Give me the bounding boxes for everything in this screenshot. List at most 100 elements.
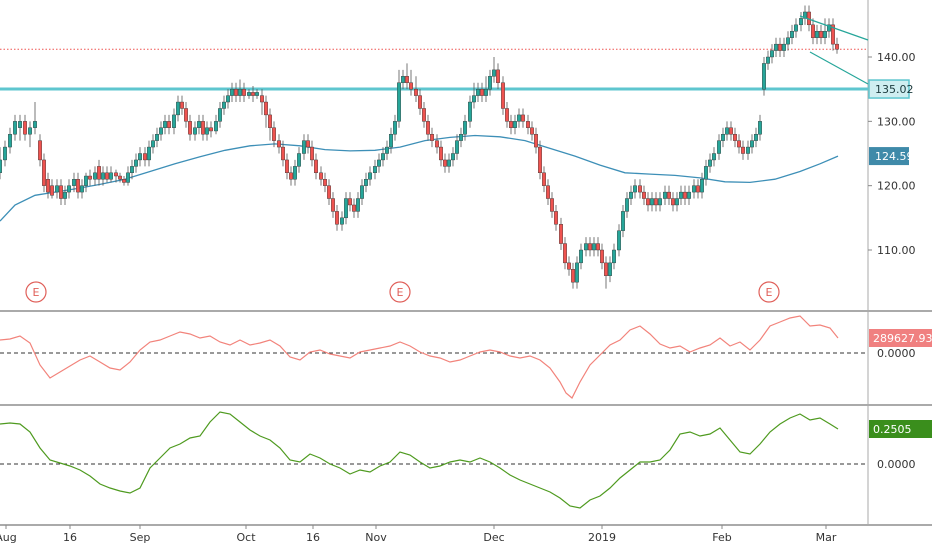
- candle-body: [600, 249, 604, 264]
- candle-body: [563, 243, 567, 264]
- candle: [193, 121, 197, 141]
- trend-channel-lower[interactable]: [809, 51, 869, 85]
- trend-channel-upper[interactable]: [799, 15, 869, 41]
- candle: [38, 134, 42, 167]
- candle-body: [704, 166, 708, 180]
- candle: [55, 179, 59, 199]
- candle: [397, 69, 401, 128]
- candle: [803, 5, 807, 25]
- candle: [663, 185, 667, 205]
- candle-body: [172, 114, 176, 128]
- time-tick-label: Dec: [483, 531, 504, 544]
- candle: [608, 256, 612, 283]
- candle: [247, 89, 251, 99]
- candle-body: [509, 121, 513, 128]
- price-tick-label: 130.00: [877, 115, 916, 128]
- candle: [480, 82, 484, 103]
- candle-body: [766, 56, 770, 64]
- earnings-marker-circle[interactable]: [25, 281, 47, 303]
- candle: [596, 237, 600, 257]
- candle-body: [155, 133, 159, 141]
- candle: [554, 204, 558, 231]
- candle-body: [447, 159, 451, 167]
- candle-body: [823, 31, 827, 38]
- candle-body: [430, 133, 434, 141]
- candle-body: [762, 63, 766, 90]
- time-tick-label: Mar: [816, 531, 837, 544]
- candle-body: [323, 179, 327, 186]
- candle: [625, 192, 629, 218]
- horizontal-level-line-group[interactable]: [0, 48, 868, 91]
- candle: [13, 114, 17, 141]
- candle-body: [426, 121, 430, 135]
- candle-body: [310, 146, 314, 161]
- candle-body: [319, 172, 323, 180]
- candle-body: [377, 159, 381, 167]
- trend-channel-group[interactable]: [799, 15, 869, 85]
- candle: [209, 121, 213, 138]
- candle-body: [93, 172, 97, 180]
- candle: [28, 121, 32, 148]
- candle: [418, 89, 422, 115]
- candle-body: [163, 121, 167, 128]
- candle: [310, 140, 314, 167]
- candle-body: [327, 185, 331, 199]
- candle-body: [505, 108, 509, 122]
- earnings-marker-circle[interactable]: [389, 281, 411, 303]
- candle: [134, 153, 138, 173]
- earnings-marker[interactable]: E: [25, 281, 47, 303]
- candle: [521, 108, 525, 128]
- candle-body: [3, 146, 7, 161]
- oscillator-1-line: [0, 315, 839, 399]
- candle: [496, 63, 500, 90]
- candle-body: [360, 185, 364, 199]
- candle-body: [646, 198, 650, 206]
- candle-body: [835, 43, 839, 50]
- earnings-marker[interactable]: E: [758, 281, 780, 303]
- candle-body: [484, 88, 488, 96]
- candle-body: [389, 133, 393, 148]
- candle-body: [629, 191, 633, 199]
- candle-body: [97, 166, 101, 180]
- candle: [293, 159, 297, 186]
- candle: [401, 69, 405, 90]
- candle-body: [23, 121, 27, 135]
- candle: [721, 127, 725, 148]
- candle-body: [176, 101, 180, 116]
- earnings-marker[interactable]: E: [389, 281, 411, 303]
- candle: [360, 179, 364, 205]
- candle: [97, 159, 101, 186]
- candle-body: [831, 24, 835, 45]
- candle-body: [405, 76, 409, 83]
- candle-body: [331, 198, 335, 212]
- candle-body: [550, 198, 554, 212]
- candle: [352, 198, 356, 218]
- candle: [281, 140, 285, 167]
- candle: [621, 204, 625, 238]
- candle: [155, 127, 159, 148]
- candle: [704, 159, 708, 186]
- candle-body: [109, 172, 113, 180]
- candle: [741, 140, 745, 160]
- candle: [815, 24, 819, 45]
- candle: [0, 147, 2, 180]
- candle: [733, 127, 737, 148]
- earnings-marker-circle[interactable]: [758, 281, 780, 303]
- candle-body: [596, 243, 600, 251]
- candle-body: [218, 108, 222, 122]
- candle: [774, 37, 778, 57]
- candle-body: [285, 159, 289, 174]
- candle: [255, 89, 259, 99]
- candle: [534, 127, 538, 154]
- candle: [617, 224, 621, 257]
- candle-body: [50, 185, 54, 196]
- candle-body: [105, 172, 109, 180]
- candle-body: [193, 127, 197, 135]
- candle-body: [650, 198, 654, 206]
- candle: [306, 134, 310, 154]
- candle-body: [592, 243, 596, 251]
- candle: [114, 169, 118, 183]
- candle: [692, 179, 696, 199]
